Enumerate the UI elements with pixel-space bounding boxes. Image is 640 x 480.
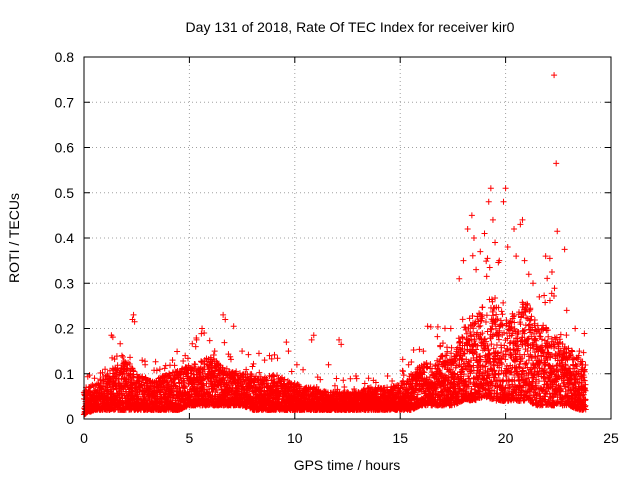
data-point xyxy=(245,351,252,358)
data-point xyxy=(256,369,263,376)
data-point xyxy=(479,304,486,311)
data-point xyxy=(271,351,278,358)
chart-title: Day 131 of 2018, Rate Of TEC Index for r… xyxy=(186,19,515,35)
data-point xyxy=(180,357,187,364)
data-point xyxy=(410,346,417,353)
data-point xyxy=(347,375,354,382)
data-point xyxy=(300,366,307,373)
data-point xyxy=(181,383,188,390)
data-point xyxy=(243,366,250,373)
data-point xyxy=(485,346,492,353)
data-point xyxy=(126,360,133,367)
data-point xyxy=(333,375,340,382)
data-point xyxy=(170,376,177,383)
data-point xyxy=(483,273,490,280)
data-point xyxy=(172,382,179,389)
data-point xyxy=(152,358,159,365)
data-point xyxy=(434,323,441,330)
data-point xyxy=(469,252,476,259)
data-point xyxy=(493,311,500,318)
data-point xyxy=(361,380,368,387)
data-point xyxy=(448,344,455,351)
data-point xyxy=(261,357,268,364)
data-point xyxy=(86,372,93,379)
data-point xyxy=(161,365,168,372)
data-point xyxy=(434,333,441,340)
data-point xyxy=(483,312,490,319)
data-point xyxy=(353,375,360,382)
data-point xyxy=(181,379,188,386)
data-point xyxy=(135,393,142,400)
data-point xyxy=(249,363,256,370)
data-point xyxy=(89,381,96,388)
data-point xyxy=(119,353,126,360)
data-point xyxy=(198,330,205,337)
data-point xyxy=(127,354,134,361)
data-point xyxy=(274,355,281,362)
data-point xyxy=(486,264,493,271)
data-point xyxy=(341,383,348,390)
data-point xyxy=(484,255,491,262)
grid-lines xyxy=(84,57,611,419)
data-point xyxy=(250,360,257,367)
data-point xyxy=(130,368,137,375)
data-point xyxy=(459,316,466,323)
data-point xyxy=(400,372,407,379)
data-point xyxy=(174,348,181,355)
data-point xyxy=(171,362,178,369)
data-point xyxy=(206,337,213,344)
data-point xyxy=(483,258,490,265)
data-point xyxy=(189,340,196,347)
data-point xyxy=(166,370,173,377)
data-point xyxy=(441,325,448,332)
data-point xyxy=(104,394,111,401)
data-point xyxy=(103,372,110,379)
data-point xyxy=(90,383,97,390)
data-point xyxy=(153,367,160,374)
data-point xyxy=(408,358,415,365)
data-point xyxy=(288,368,295,375)
data-point xyxy=(389,377,396,384)
data-point xyxy=(113,353,120,360)
data-point xyxy=(133,371,140,378)
data-point xyxy=(139,357,146,364)
data-point xyxy=(99,369,106,376)
data-point xyxy=(109,354,116,361)
data-point xyxy=(115,376,122,383)
data-point xyxy=(482,319,489,326)
data-points xyxy=(80,72,589,418)
data-point xyxy=(221,339,228,346)
data-point xyxy=(340,377,347,384)
data-point xyxy=(184,355,191,362)
data-point xyxy=(117,340,124,347)
